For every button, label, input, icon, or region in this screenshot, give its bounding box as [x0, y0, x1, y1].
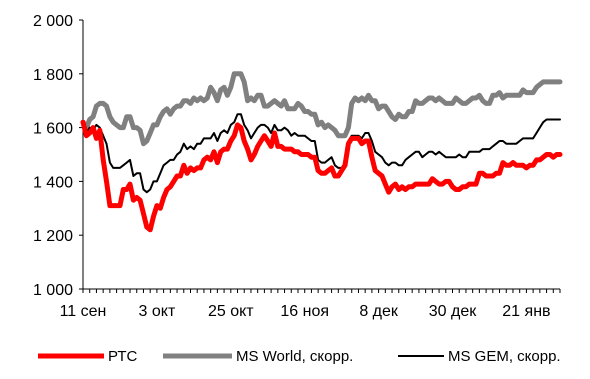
- legend-label-1: MS World, скорр.: [236, 348, 353, 365]
- series-lines: [80, 71, 563, 233]
- x-axis: 11 сен 3 окт 25 окт 16 ноя 8 дек 30 дек 21 янв: [60, 288, 561, 320]
- y-tick-label: 2 000: [33, 13, 73, 30]
- x-tick-label: 8 дек: [359, 303, 399, 320]
- x-tick-label: 30 дек: [429, 303, 477, 320]
- series-line-2: [82, 113, 561, 194]
- series-line-1: [80, 71, 563, 147]
- y-tick-label: 1 800: [33, 67, 73, 84]
- x-tick-label: 11 сен: [60, 303, 107, 320]
- x-tick-label: 21 янв: [502, 303, 550, 320]
- series-line-0: [80, 119, 563, 233]
- y-axis: 1 000 1 200 1 400 1 600 1 800 2 000: [33, 13, 84, 299]
- x-tick-label: 25 окт: [208, 303, 254, 320]
- legend-label-0: РТС: [108, 348, 137, 365]
- y-tick-label: 1 200: [33, 228, 73, 245]
- x-tick-label: 16 ноя: [280, 303, 329, 320]
- x-tick-label: 3 окт: [139, 303, 176, 320]
- legend-label-2: MS GEM, скорр.: [448, 348, 561, 365]
- legend: РТС MS World, скорр. MS GEM, скорр.: [38, 348, 561, 365]
- y-tick-label: 1 600: [33, 121, 73, 138]
- y-tick-label: 1 400: [33, 174, 73, 191]
- y-tick-label: 1 000: [33, 282, 73, 299]
